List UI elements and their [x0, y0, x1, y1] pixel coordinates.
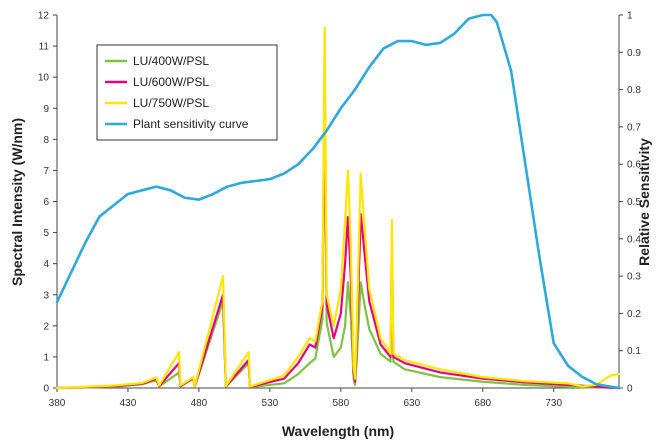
y-tick-label: 6 — [43, 197, 49, 208]
y-tick-label: 4 — [43, 259, 49, 270]
y2-tick-label: 0.4 — [627, 234, 641, 245]
x-tick-label: 630 — [403, 398, 420, 409]
y-tick-label: 8 — [43, 135, 49, 146]
y2-axis-title: Relative Sensitivity — [636, 138, 652, 266]
series-line-lu-750w-psl — [55, 26, 621, 390]
y-tick-label: 0 — [43, 384, 49, 395]
x-tick-label: 480 — [191, 398, 208, 409]
y2-tick-label: 0.9 — [627, 48, 641, 59]
y2-tick-label: 0.3 — [627, 272, 641, 283]
series-line-plant-sensitivity-curve — [55, 13, 621, 390]
y2-tick-label: 0.8 — [627, 85, 641, 96]
x-tick-label: 680 — [474, 398, 491, 409]
y-tick-label: 12 — [38, 11, 50, 22]
y2-tick-label: 0.7 — [627, 122, 641, 133]
x-tick-label: 580 — [332, 398, 349, 409]
x-tick-label: 380 — [49, 398, 66, 409]
legend: LU/400W/PSL LU/600W/PSL LU/750W/PSL Plant s… — [96, 44, 278, 141]
x-tick-label: 730 — [545, 398, 562, 409]
y-tick-label: 3 — [43, 290, 49, 301]
y-axis-title: Spectral Intensity (W/nm) — [9, 118, 25, 286]
legend-label: Plant sensitivity curve — [133, 117, 249, 131]
y2-tick-label: 1 — [627, 11, 633, 22]
y-tick-label: 1 — [43, 352, 49, 363]
y2-tick-label: 0.1 — [627, 346, 641, 357]
y2-tick-label: 0 — [627, 384, 633, 395]
x-tick-label: 430 — [120, 398, 137, 409]
y2-tick-label: 0.2 — [627, 309, 641, 320]
legend-label: LU/400W/PSL — [133, 54, 209, 68]
y2-tick-label: 0.5 — [627, 197, 641, 208]
y-tick-label: 10 — [38, 73, 50, 84]
y2-tick-label: 0.6 — [627, 160, 641, 171]
series-line-lu-400w-psl — [55, 97, 621, 390]
x-axis-title: Wavelength (nm) — [282, 423, 394, 439]
x-tick-label: 530 — [262, 398, 279, 409]
y-tick-label: 2 — [43, 321, 49, 332]
legend-label: LU/750W/PSL — [133, 96, 209, 110]
y-tick-label: 11 — [39, 42, 50, 53]
legend-label: LU/600W/PSL — [133, 75, 209, 89]
y-tick-label: 9 — [43, 104, 49, 115]
y-tick-label: 5 — [43, 228, 49, 239]
series-layer — [55, 13, 621, 390]
y-tick-label: 7 — [43, 166, 49, 177]
y2-axis-ticks: 0 0.1 0.2 0.3 0.4 0.5 0.6 0.7 0.8 0.9 1 — [619, 11, 641, 395]
x-axis-ticks: 380 430 480 530 580 630 680 730 — [49, 388, 562, 409]
